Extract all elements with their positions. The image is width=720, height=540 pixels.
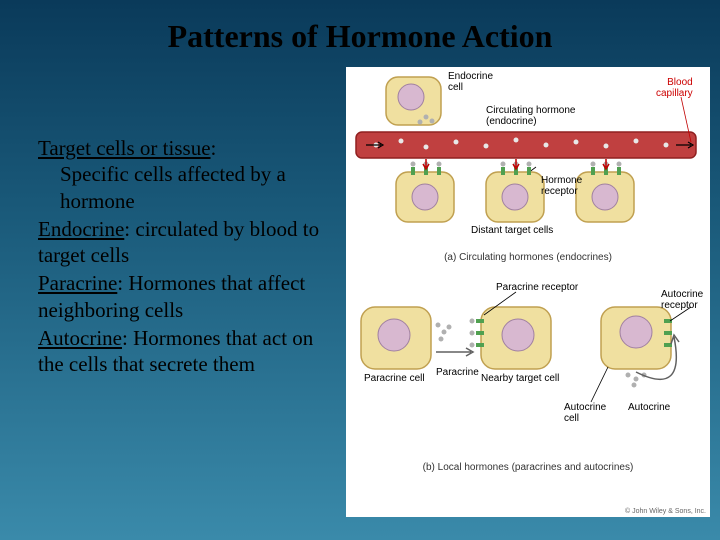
caption-b: (b) Local hormones (paracrines and autoc…	[346, 462, 710, 473]
def-endocrine: Endocrine: circulated by blood to target…	[38, 216, 338, 269]
label-paracrine-receptor: Paracrine receptor	[496, 282, 578, 293]
label-autocrine-cell: Autocrinecell	[564, 402, 606, 424]
def-paracrine: Paracrine: Hormones that affect neighbor…	[38, 270, 338, 323]
term-endocrine: Endocrine	[38, 217, 124, 241]
definitions-column: Target cells or tissue: Specific cells a…	[38, 65, 338, 525]
label-blood-capillary: Bloodcapillary	[656, 77, 693, 99]
caption-a: (a) Circulating hormones (endocrines)	[346, 252, 710, 263]
label-autocrine-receptor: Autocrinereceptor	[661, 289, 703, 311]
label-nearby-target: Nearby target cell	[481, 373, 559, 384]
content-area: Target cells or tissue: Specific cells a…	[0, 65, 720, 525]
def-target: Target cells or tissue: Specific cells a…	[38, 135, 338, 214]
diagram-panel: Endocrinecell Circulating hormone(endocr…	[346, 67, 710, 517]
label-paracrine: Paracrine	[436, 367, 479, 378]
label-distant-target: Distant target cells	[471, 225, 553, 236]
text-target: Specific cells affected by a hormone	[38, 161, 338, 214]
label-hormone-receptor: Hormonereceptor	[541, 175, 582, 197]
credit-text: © John Wiley & Sons, Inc.	[625, 508, 706, 515]
slide-title: Patterns of Hormone Action	[0, 0, 720, 65]
label-paracrine-cell: Paracrine cell	[364, 373, 425, 384]
term-autocrine: Autocrine	[38, 326, 122, 350]
label-circulating-hormone: Circulating hormone(endocrine)	[486, 105, 576, 127]
label-autocrine: Autocrine	[628, 402, 670, 413]
term-target: Target cells or tissue	[38, 136, 211, 160]
label-endocrine-cell: Endocrinecell	[448, 71, 493, 93]
term-paracrine: Paracrine	[38, 271, 117, 295]
def-autocrine: Autocrine: Hormones that act on the cell…	[38, 325, 338, 378]
